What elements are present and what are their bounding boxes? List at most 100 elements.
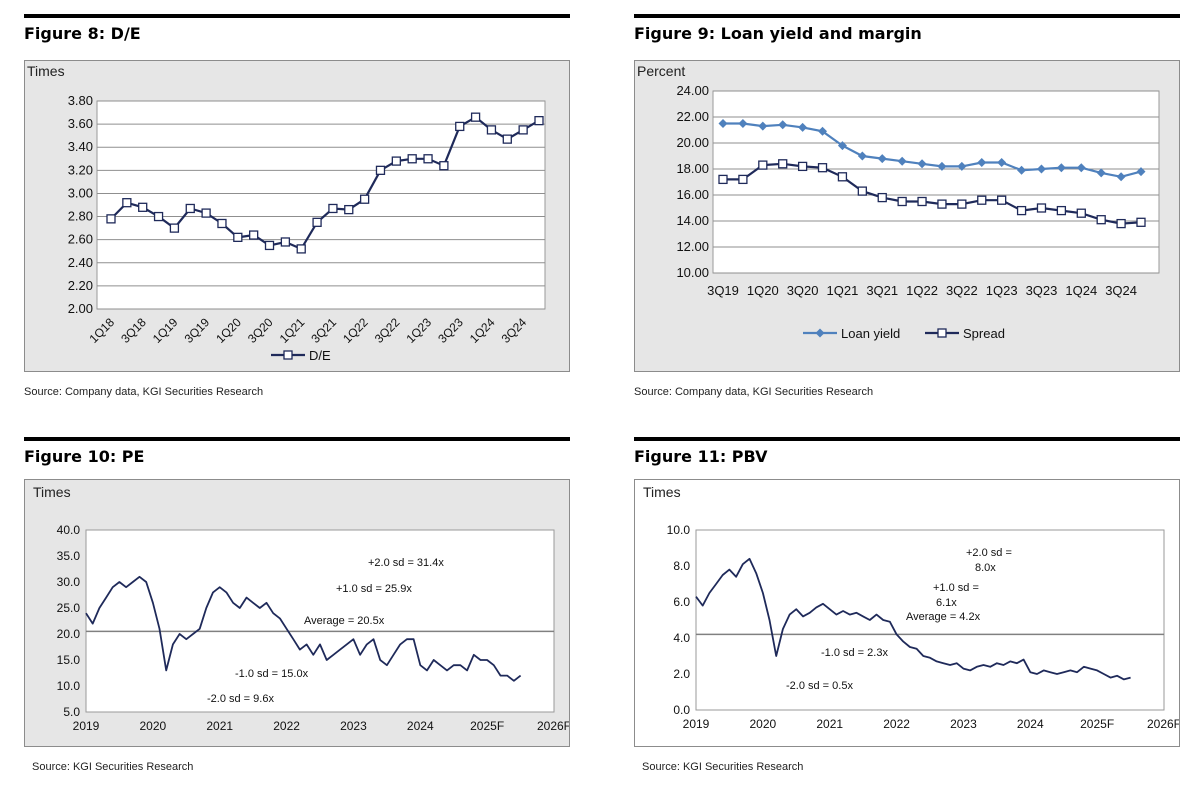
de-y-tick-label: 2.20 xyxy=(68,278,93,293)
pe-x-tick-label: 2023 xyxy=(340,719,367,733)
pbv-x-tick-label: 2025F xyxy=(1080,717,1114,731)
loan-loan-yield-point xyxy=(738,119,748,128)
de-d-e-point xyxy=(534,115,544,126)
loan-spread-legend-label: Spread xyxy=(963,326,1005,341)
figure-11-title: Figure 11: PBV xyxy=(634,437,1180,466)
pe-x-tick-label: 2020 xyxy=(140,719,167,733)
loan-plot-area xyxy=(712,90,1160,274)
loan-loan-yield-point xyxy=(977,158,987,167)
loan-x-tick-label: 3Q22 xyxy=(946,283,978,298)
figure-11-unit: Times xyxy=(643,484,681,500)
loan-x-tick-label: 1Q20 xyxy=(747,283,779,298)
pbv-band-label: 6.1x xyxy=(936,597,957,609)
de-d-e-point xyxy=(312,217,322,227)
loan-y-tick-label: 12.00 xyxy=(676,239,709,254)
de-d-e-point xyxy=(201,208,211,218)
loan-x-tick-label: 1Q24 xyxy=(1065,283,1097,298)
de-d-e-point xyxy=(217,218,227,229)
pbv-x-tick-label: 2022 xyxy=(883,717,910,731)
de-y-tick-label: 3.00 xyxy=(68,185,93,200)
de-x-tick-label: 3Q21 xyxy=(308,315,339,346)
figure-8-title: Figure 8: D/E xyxy=(24,14,570,43)
pbv-band-label: +1.0 sd = xyxy=(933,582,979,594)
de-d-e-point xyxy=(328,203,338,214)
loan-spread-point xyxy=(738,174,748,185)
loan-spread-point xyxy=(857,186,867,196)
loan-y-tick-label: 18.00 xyxy=(676,161,709,176)
loan-spread-point xyxy=(977,195,987,205)
de-y-tick-label: 2.00 xyxy=(68,301,93,316)
loan-loan-yield-point xyxy=(1096,168,1106,178)
pbv-y-tick-label: 4.0 xyxy=(673,631,690,645)
loan-spread-point xyxy=(937,199,947,209)
pe-x-tick-label: 2025F xyxy=(470,719,504,733)
de-d-e-point xyxy=(502,134,512,144)
pbv-y-tick-label: 6.0 xyxy=(673,595,690,609)
loan-loan-yield-point xyxy=(957,161,967,171)
pbv-band-label: 8.0x xyxy=(975,562,996,574)
de-d-e-point xyxy=(296,244,306,254)
loan-y-tick-label: 14.00 xyxy=(676,213,709,228)
loan-x-tick-label: 1Q21 xyxy=(827,283,859,298)
pbv-band-label: Average = 4.2x xyxy=(906,611,981,623)
loan-loan-yield-point xyxy=(837,141,847,151)
loan-loan-yield-point xyxy=(1136,167,1146,177)
de-x-tick-label: 1Q22 xyxy=(340,315,371,346)
loan-loan-yield-point xyxy=(877,154,887,164)
pe-x-tick-label: 2021 xyxy=(206,719,233,733)
pbv-band-label: +2.0 sd = xyxy=(966,547,1012,559)
pe-y-tick-label: 5.0 xyxy=(63,705,80,719)
loan-spread-legend-marker xyxy=(937,328,947,338)
de-d-e-legend-marker xyxy=(283,350,293,360)
figure-9-title: Figure 9: Loan yield and margin xyxy=(634,14,1180,43)
loan-loan-yield-point xyxy=(798,122,808,132)
de-d-e-line xyxy=(110,115,540,251)
loan-spread-line xyxy=(723,162,1142,225)
figure-9-source: Source: Company data, KGI Securities Res… xyxy=(634,386,874,398)
figure-10-source: Source: KGI Securities Research xyxy=(32,761,194,773)
pe-x-tick-label: 2022 xyxy=(273,719,300,733)
figure-8-chart: 3.80 3.60 3.40 3.20 3.00 2.80 2.60 2.40 2.20 2.00… xyxy=(68,93,546,363)
loan-y-tick-label: 16.00 xyxy=(676,187,709,202)
de-d-e-point xyxy=(359,194,370,204)
pbv-band-label: -2.0 sd = 0.5x xyxy=(786,680,853,692)
de-x-tick-label: 1Q20 xyxy=(213,315,244,346)
pe-band-label: -1.0 sd = 15.0x xyxy=(235,668,309,680)
loan-y-tick-label: 10.00 xyxy=(676,265,709,280)
de-d-e-point xyxy=(423,154,433,164)
pe-band-label: +1.0 sd = 25.9x xyxy=(336,583,412,595)
de-d-e-point xyxy=(153,211,164,222)
de-x-tick-label: 1Q21 xyxy=(277,315,308,346)
pbv-y-tick-label: 8.0 xyxy=(673,559,690,573)
loan-y-tick-label: 24.00 xyxy=(676,83,709,98)
pbv-series-line xyxy=(695,557,1131,681)
de-x-tick-label: 3Q24 xyxy=(499,315,530,346)
de-y-tick-label: 2.60 xyxy=(68,232,93,247)
pe-y-tick-label: 25.0 xyxy=(57,601,81,615)
pe-x-tick-label: 2019 xyxy=(73,719,100,733)
loan-loan-yield-point xyxy=(758,121,768,131)
loan-x-tick-label: 1Q22 xyxy=(906,283,938,298)
loan-loan-yield-legend-marker xyxy=(815,328,825,338)
pbv-plot-area xyxy=(695,529,1165,711)
de-d-e-point xyxy=(391,156,401,166)
pe-plot-area xyxy=(85,529,555,713)
loan-spread-point xyxy=(917,196,927,207)
loan-y-tick-label: 20.00 xyxy=(676,135,709,150)
figure-11-source: Source: KGI Securities Research xyxy=(642,761,804,773)
pe-y-tick-label: 35.0 xyxy=(57,549,81,563)
loan-spread-point xyxy=(1016,205,1027,216)
de-y-tick-label: 2.40 xyxy=(68,255,93,270)
de-d-e-point xyxy=(185,203,195,214)
loan-loan-yield-line xyxy=(723,122,1142,178)
loan-x-tick-label: 1Q23 xyxy=(986,283,1018,298)
pe-y-tick-label: 40.0 xyxy=(57,523,81,537)
pbv-y-tick-label: 10.0 xyxy=(667,523,691,537)
loan-loan-yield-point xyxy=(778,120,788,130)
pbv-x-tick-label: 2023 xyxy=(950,717,977,731)
loan-loan-yield-point xyxy=(1036,164,1046,174)
loan-spread-point xyxy=(758,160,768,170)
figure-11-panel: Times 10.0 8.0 6.0 4.0 2.0 0.0 2019 2020 2021 202… xyxy=(634,479,1180,747)
